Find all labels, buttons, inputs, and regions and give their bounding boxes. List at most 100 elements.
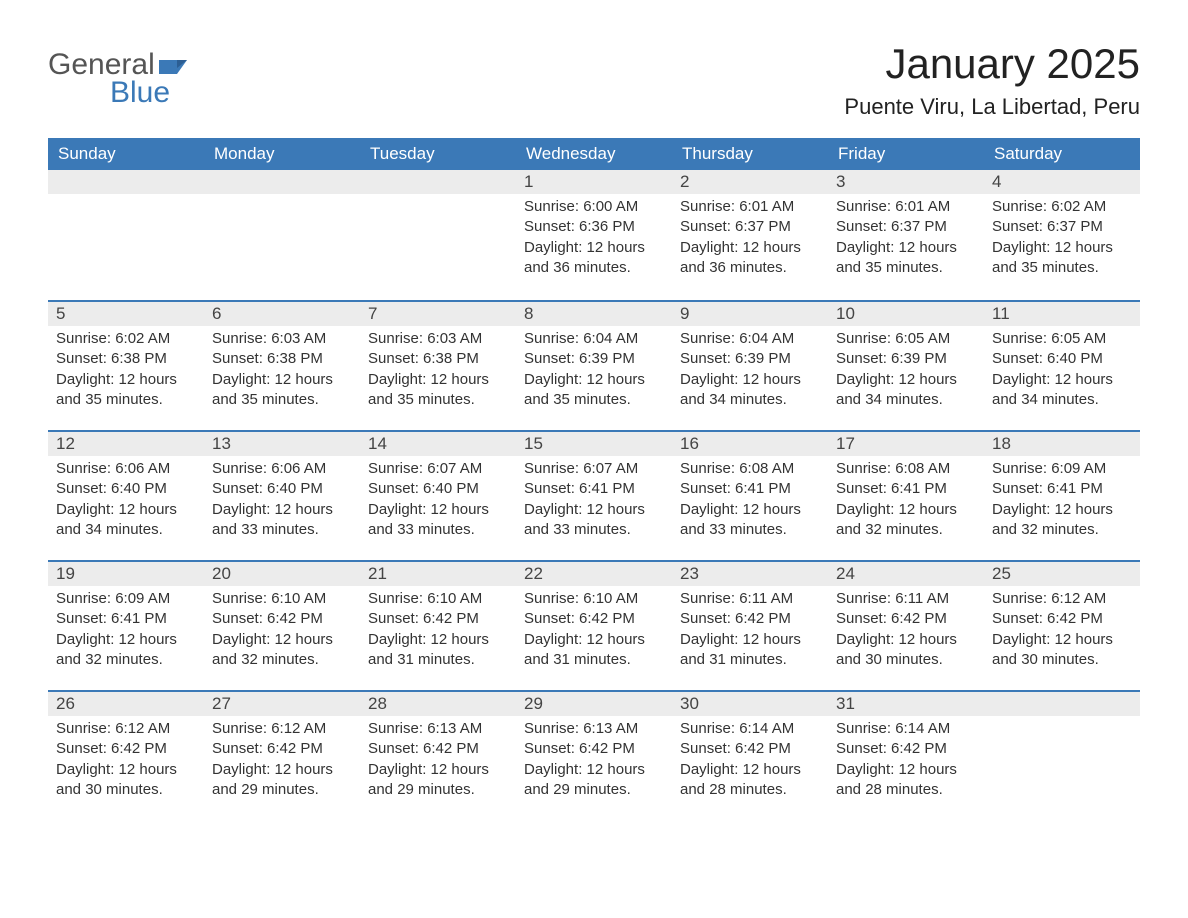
sunset-text: Sunset: 6:38 PM	[368, 349, 508, 369]
sunrise-text: Sunrise: 6:02 AM	[992, 197, 1132, 217]
calendar-day-cell: 19Sunrise: 6:09 AMSunset: 6:41 PMDayligh…	[48, 560, 204, 690]
calendar-day-cell: 9Sunrise: 6:04 AMSunset: 6:39 PMDaylight…	[672, 300, 828, 430]
day-details: Sunrise: 6:14 AMSunset: 6:42 PMDaylight:…	[828, 716, 984, 810]
calendar-day-cell: 1 Sunrise: 6:00 AMSunset: 6:36 PMDaylight…	[516, 170, 672, 300]
calendar-day-cell: 11Sunrise: 6:05 AMSunset: 6:40 PMDayligh…	[984, 300, 1140, 430]
day-details: Sunrise: 6:08 AMSunset: 6:41 PMDaylight:…	[672, 456, 828, 550]
daylight-text: Daylight: 12 hours and 29 minutes.	[212, 760, 352, 801]
sunset-text: Sunset: 6:41 PM	[992, 479, 1132, 499]
sunset-text: Sunset: 6:42 PM	[992, 609, 1132, 629]
day-number: 12	[48, 430, 204, 456]
day-details: Sunrise: 6:05 AMSunset: 6:40 PMDaylight:…	[984, 326, 1140, 420]
day-details: Sunrise: 6:06 AMSunset: 6:40 PMDaylight:…	[204, 456, 360, 550]
sunrise-text: Sunrise: 6:09 AM	[992, 459, 1132, 479]
calendar-week-row: 12Sunrise: 6:06 AMSunset: 6:40 PMDayligh…	[48, 430, 1140, 560]
calendar-day-cell: 13Sunrise: 6:06 AMSunset: 6:40 PMDayligh…	[204, 430, 360, 560]
daylight-text: Daylight: 12 hours and 34 minutes.	[992, 370, 1132, 411]
sunset-text: Sunset: 6:40 PM	[56, 479, 196, 499]
sunrise-text: Sunrise: 6:14 AM	[680, 719, 820, 739]
sunrise-text: Sunrise: 6:03 AM	[212, 329, 352, 349]
day-number: 6	[204, 300, 360, 326]
location-subtitle: Puente Viru, La Libertad, Peru	[844, 94, 1140, 120]
daylight-text: Daylight: 12 hours and 36 minutes.	[524, 238, 664, 279]
sunset-text: Sunset: 6:42 PM	[524, 739, 664, 759]
sunset-text: Sunset: 6:42 PM	[212, 609, 352, 629]
calendar-day-cell: 18Sunrise: 6:09 AMSunset: 6:41 PMDayligh…	[984, 430, 1140, 560]
day-number: 7	[360, 300, 516, 326]
day-number: 28	[360, 690, 516, 716]
day-details: Sunrise: 6:03 AMSunset: 6:38 PMDaylight:…	[360, 326, 516, 420]
day-number: 8	[516, 300, 672, 326]
sunset-text: Sunset: 6:40 PM	[992, 349, 1132, 369]
sunrise-text: Sunrise: 6:03 AM	[368, 329, 508, 349]
calendar-day-cell: 17Sunrise: 6:08 AMSunset: 6:41 PMDayligh…	[828, 430, 984, 560]
day-details: Sunrise: 6:05 AMSunset: 6:39 PMDaylight:…	[828, 326, 984, 420]
day-number: 31	[828, 690, 984, 716]
sunrise-text: Sunrise: 6:12 AM	[992, 589, 1132, 609]
day-details: Sunrise: 6:07 AMSunset: 6:40 PMDaylight:…	[360, 456, 516, 550]
sunset-text: Sunset: 6:36 PM	[524, 217, 664, 237]
weekday-header: Thursday	[672, 138, 828, 170]
weekday-header: Sunday	[48, 138, 204, 170]
brand-logo: General Blue	[48, 40, 187, 110]
calendar-day-cell: 24Sunrise: 6:11 AMSunset: 6:42 PMDayligh…	[828, 560, 984, 690]
sunset-text: Sunset: 6:41 PM	[56, 609, 196, 629]
daylight-text: Daylight: 12 hours and 32 minutes.	[836, 500, 976, 541]
daylight-text: Daylight: 12 hours and 29 minutes.	[368, 760, 508, 801]
calendar-day-cell: 30Sunrise: 6:14 AMSunset: 6:42 PMDayligh…	[672, 690, 828, 820]
day-details: Sunrise: 6:13 AMSunset: 6:42 PMDaylight:…	[360, 716, 516, 810]
calendar-day-cell: 2Sunrise: 6:01 AMSunset: 6:37 PMDaylight…	[672, 170, 828, 300]
sunrise-text: Sunrise: 6:01 AM	[680, 197, 820, 217]
day-number: 5	[48, 300, 204, 326]
sunrise-text: Sunrise: 6:12 AM	[56, 719, 196, 739]
calendar-day-cell: 8Sunrise: 6:04 AMSunset: 6:39 PMDaylight…	[516, 300, 672, 430]
day-details: Sunrise: 6:10 AMSunset: 6:42 PMDaylight:…	[204, 586, 360, 680]
calendar-empty-cell	[204, 170, 360, 300]
weekday-header-row: SundayMondayTuesdayWednesdayThursdayFrid…	[48, 138, 1140, 170]
day-details: Sunrise: 6:13 AMSunset: 6:42 PMDaylight:…	[516, 716, 672, 810]
daylight-text: Daylight: 12 hours and 32 minutes.	[992, 500, 1132, 541]
sunset-text: Sunset: 6:38 PM	[56, 349, 196, 369]
daylight-text: Daylight: 12 hours and 33 minutes.	[524, 500, 664, 541]
sunrise-text: Sunrise: 6:11 AM	[680, 589, 820, 609]
daylight-text: Daylight: 12 hours and 33 minutes.	[212, 500, 352, 541]
sunrise-text: Sunrise: 6:00 AM	[524, 197, 664, 217]
sunrise-text: Sunrise: 6:12 AM	[212, 719, 352, 739]
calendar-empty-cell	[984, 690, 1140, 820]
weekday-header: Friday	[828, 138, 984, 170]
day-details: Sunrise: 6:02 AMSunset: 6:37 PMDaylight:…	[984, 194, 1140, 288]
day-details: Sunrise: 6:14 AMSunset: 6:42 PMDaylight:…	[672, 716, 828, 810]
daylight-text: Daylight: 12 hours and 33 minutes.	[680, 500, 820, 541]
calendar-empty-cell	[360, 170, 516, 300]
day-number: 13	[204, 430, 360, 456]
sunset-text: Sunset: 6:42 PM	[524, 609, 664, 629]
day-number: 4	[984, 170, 1140, 194]
daylight-text: Daylight: 12 hours and 30 minutes.	[56, 760, 196, 801]
daylight-text: Daylight: 12 hours and 35 minutes.	[836, 238, 976, 279]
day-number: 1	[516, 170, 672, 194]
day-number	[48, 170, 204, 194]
day-number: 3	[828, 170, 984, 194]
calendar-empty-cell	[48, 170, 204, 300]
calendar-week-row: 19Sunrise: 6:09 AMSunset: 6:41 PMDayligh…	[48, 560, 1140, 690]
day-details: Sunrise: 6:10 AMSunset: 6:42 PMDaylight:…	[516, 586, 672, 680]
calendar-day-cell: 5Sunrise: 6:02 AMSunset: 6:38 PMDaylight…	[48, 300, 204, 430]
day-number: 10	[828, 300, 984, 326]
sunset-text: Sunset: 6:39 PM	[524, 349, 664, 369]
daylight-text: Daylight: 12 hours and 29 minutes.	[524, 760, 664, 801]
flag-icon	[159, 56, 187, 74]
day-details: Sunrise: 6:11 AMSunset: 6:42 PMDaylight:…	[672, 586, 828, 680]
daylight-text: Daylight: 12 hours and 36 minutes.	[680, 238, 820, 279]
calendar-day-cell: 20Sunrise: 6:10 AMSunset: 6:42 PMDayligh…	[204, 560, 360, 690]
sunrise-text: Sunrise: 6:07 AM	[368, 459, 508, 479]
sunset-text: Sunset: 6:42 PM	[368, 609, 508, 629]
sunset-text: Sunset: 6:39 PM	[836, 349, 976, 369]
sunrise-text: Sunrise: 6:08 AM	[680, 459, 820, 479]
daylight-text: Daylight: 12 hours and 28 minutes.	[680, 760, 820, 801]
sunrise-text: Sunrise: 6:07 AM	[524, 459, 664, 479]
page-header: General Blue January 2025 Puente Viru, L…	[48, 40, 1140, 120]
daylight-text: Daylight: 12 hours and 32 minutes.	[56, 630, 196, 671]
day-number: 16	[672, 430, 828, 456]
sunset-text: Sunset: 6:42 PM	[368, 739, 508, 759]
daylight-text: Daylight: 12 hours and 34 minutes.	[680, 370, 820, 411]
